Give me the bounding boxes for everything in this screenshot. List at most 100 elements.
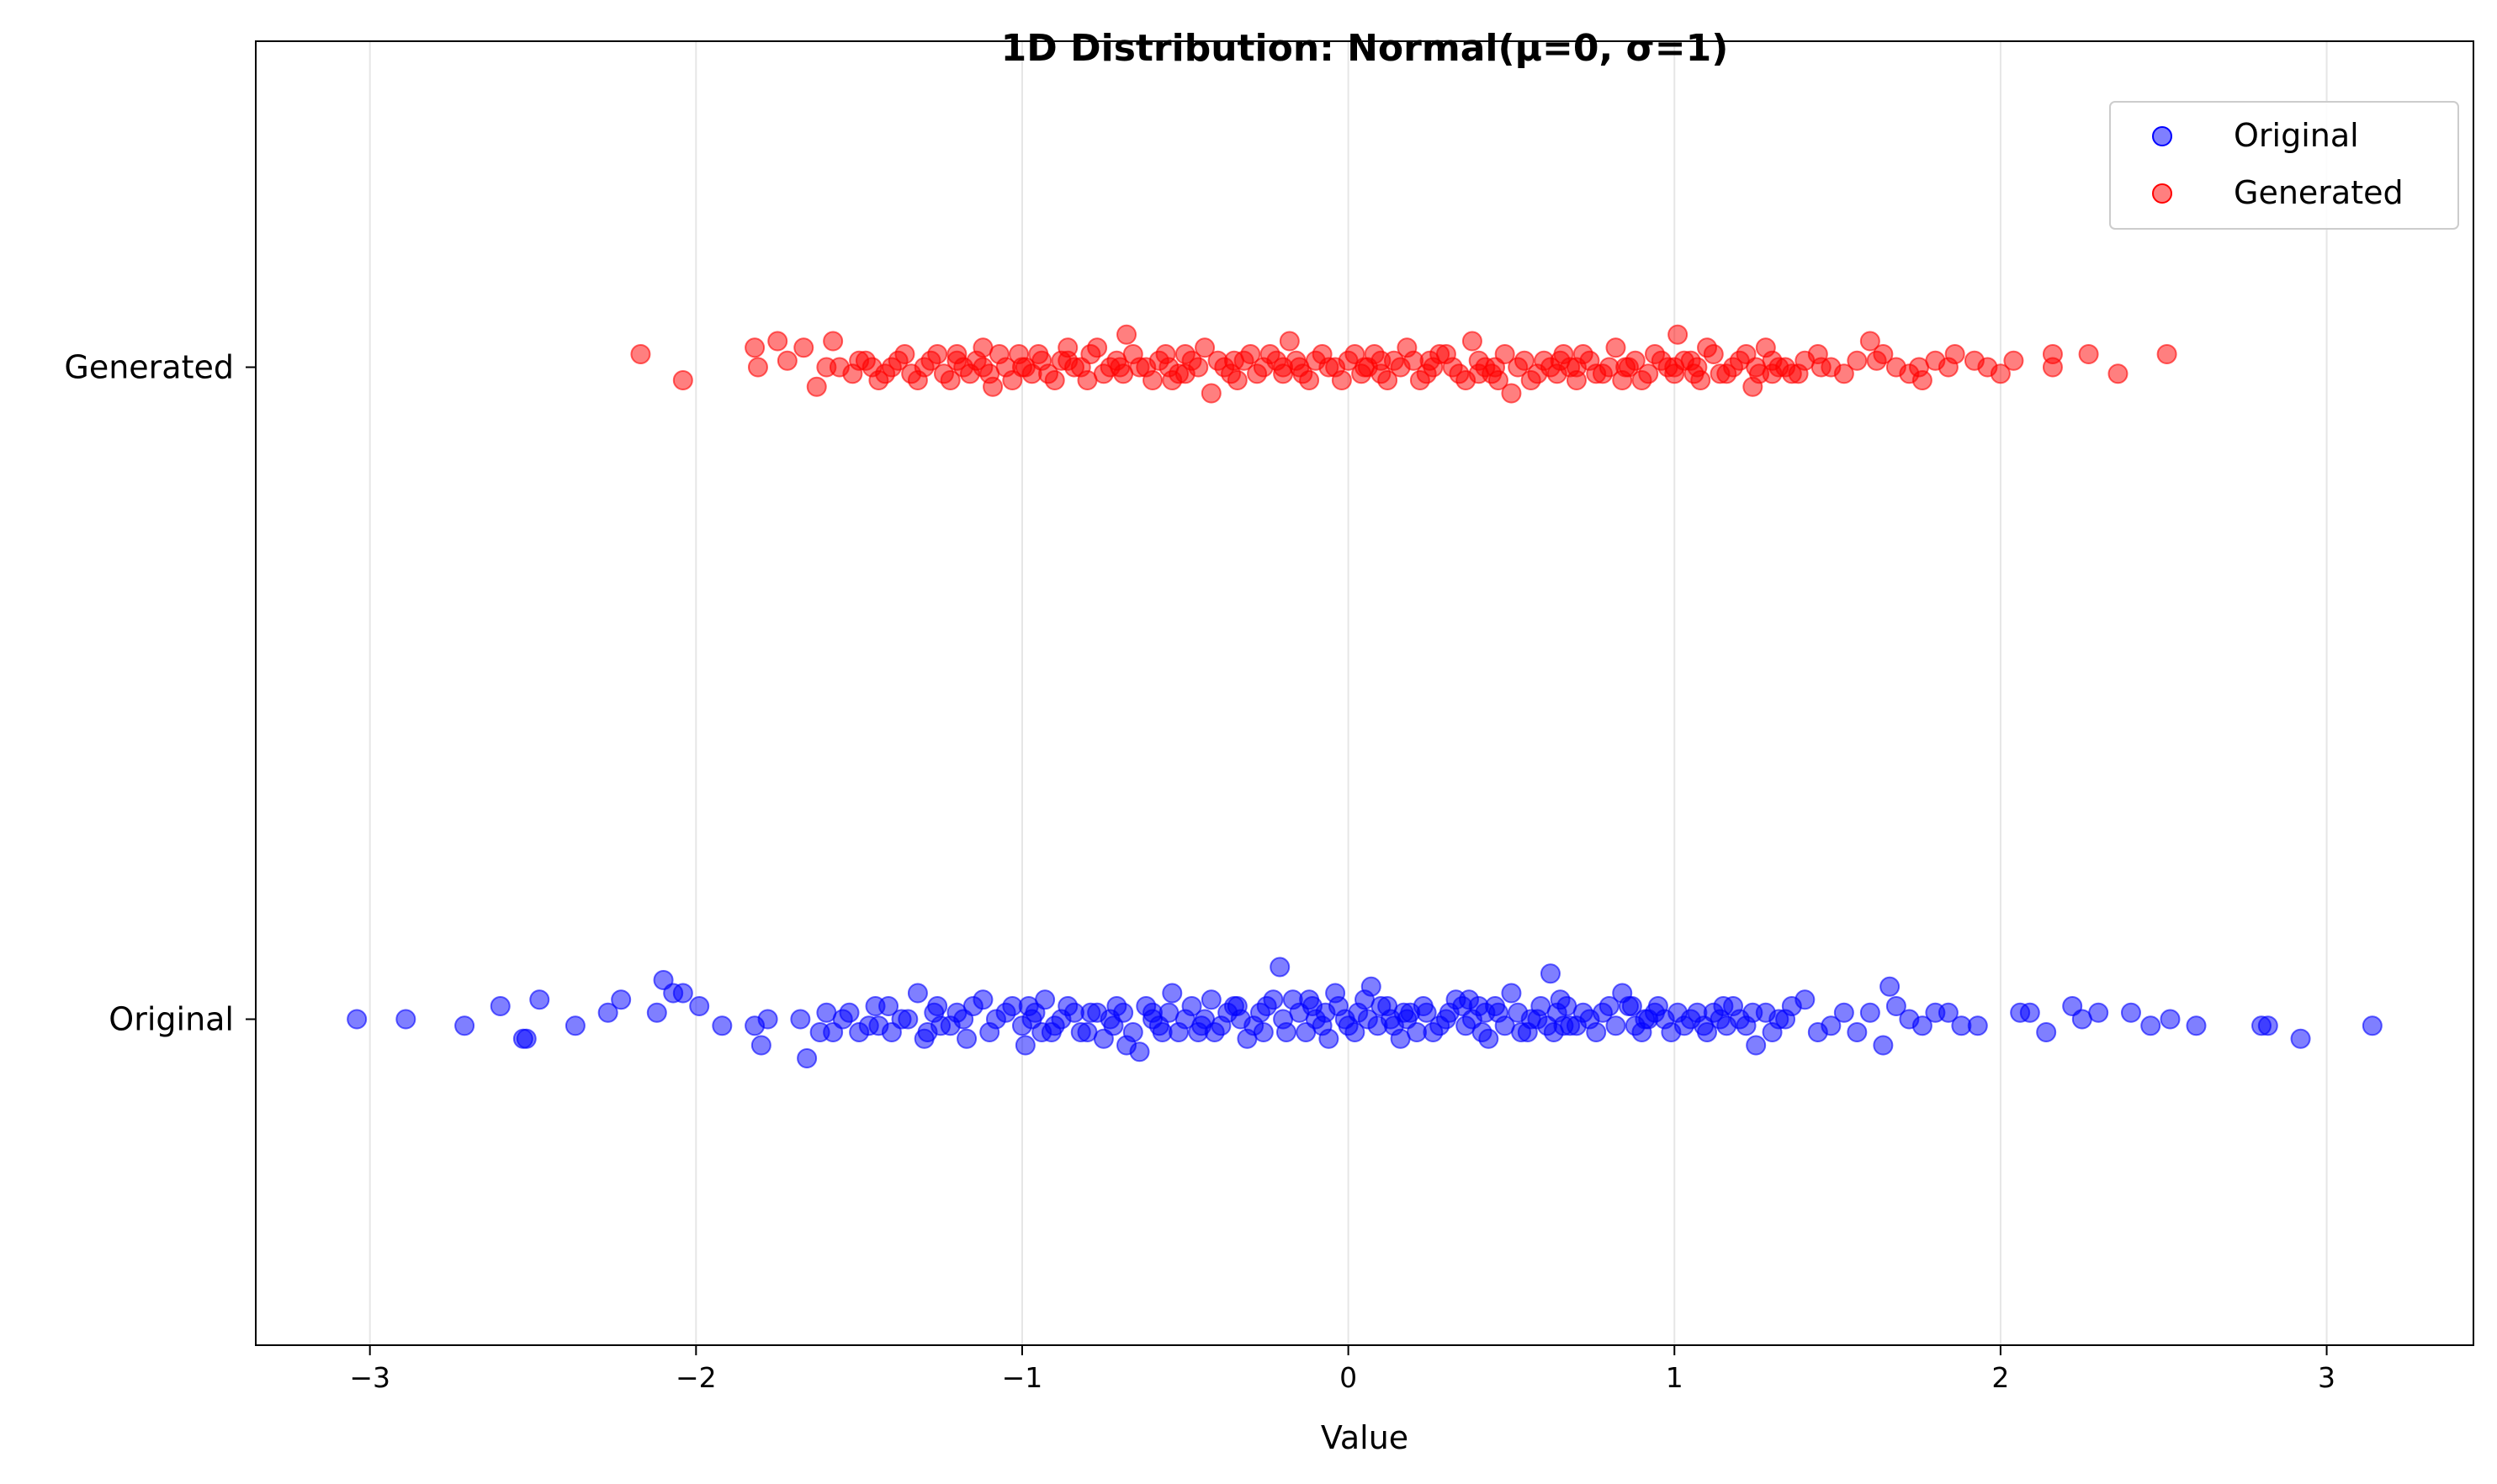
data-point: [1461, 331, 1482, 352]
data-point: [672, 370, 693, 390]
data-point: [1037, 363, 1058, 384]
data-point: [1621, 996, 1642, 1016]
data-point: [454, 1015, 475, 1036]
data-point: [1885, 996, 1906, 1016]
data-point: [1847, 350, 1868, 371]
data-point: [2120, 1002, 2141, 1023]
data-point: [901, 363, 922, 384]
data-point: [1967, 1015, 1988, 1036]
data-point: [1122, 344, 1143, 364]
data-point: [1041, 1022, 1062, 1042]
legend-marker-original: [2152, 126, 2172, 146]
x-gridlines: [368, 41, 2328, 1345]
data-point: [1742, 1002, 1763, 1023]
x-tick-label: −1: [1002, 1361, 1043, 1394]
data-point: [1501, 383, 1522, 404]
data-point: [1540, 963, 1561, 984]
data-point: [1318, 1028, 1339, 1049]
data-point: [529, 989, 550, 1010]
data-point: [2257, 1015, 2278, 1036]
data-point: [1063, 1002, 1084, 1023]
data-point: [767, 331, 788, 352]
data-point: [1142, 1009, 1164, 1030]
data-point: [946, 350, 968, 371]
data-point: [1775, 1009, 1796, 1030]
y-tick-label: Generated: [64, 349, 234, 386]
data-point: [1508, 1002, 1529, 1023]
data-point: [2160, 1009, 2181, 1030]
data-point: [395, 1009, 416, 1030]
data-point: [490, 996, 511, 1016]
data-point: [1615, 357, 1636, 378]
data-point: [1879, 976, 1901, 997]
data-point: [1315, 1002, 1336, 1023]
data-point: [347, 1009, 368, 1030]
data-point: [797, 1048, 818, 1068]
data-point: [907, 983, 928, 1004]
data-point: [1592, 1002, 1613, 1023]
data-point: [1938, 1002, 1959, 1023]
data-point: [809, 1022, 830, 1042]
x-axis-label: Value: [1321, 1419, 1408, 1456]
data-point: [1459, 989, 1480, 1010]
data-point: [777, 350, 798, 371]
data-point: [1746, 1035, 1767, 1056]
data-point: [1299, 989, 1320, 1010]
data-point: [1508, 357, 1529, 378]
data-point: [1110, 357, 1131, 378]
data-point: [1833, 363, 1854, 384]
data-point: [646, 1002, 667, 1023]
data-point: [2107, 363, 2129, 384]
data-point: [1788, 363, 1809, 384]
legend-label-original: Original: [2234, 117, 2359, 154]
data-point: [1201, 989, 1222, 1010]
data-point: [1162, 983, 1183, 1004]
data-point: [672, 983, 693, 1004]
data-point: [689, 996, 710, 1016]
data-point: [1195, 337, 1216, 358]
data-point: [1103, 1015, 1124, 1036]
data-point: [750, 1035, 771, 1056]
data-point: [1253, 1022, 1274, 1042]
data-point: [1762, 1022, 1783, 1042]
x-axis-ticks: −3 −2 −1 0 1 2 3: [349, 1345, 2335, 1394]
y-tick-label: Original: [109, 1001, 234, 1038]
data-point: [1116, 324, 1137, 345]
data-point: [2078, 344, 2099, 364]
data-point: [1273, 357, 1294, 378]
data-point: [611, 989, 632, 1010]
data-point: [1605, 337, 1626, 358]
data-point: [1683, 363, 1704, 384]
data-point: [1723, 357, 1744, 378]
x-tick-label: 0: [1339, 1361, 1357, 1394]
data-point: [2003, 350, 2024, 371]
data-point: [1201, 383, 1222, 404]
data-point: [565, 1015, 586, 1036]
data-point: [1174, 363, 1195, 384]
data-point: [1397, 1009, 1418, 1030]
y-axis-ticks: Original Generated: [64, 349, 256, 1038]
data-point: [1028, 344, 1049, 364]
data-point: [898, 1009, 919, 1030]
data-point: [712, 1015, 733, 1036]
data-point: [888, 350, 909, 371]
data-point: [1566, 357, 1587, 378]
data-point: [832, 1009, 853, 1030]
data-point: [1247, 363, 1268, 384]
data-point: [2019, 1002, 2040, 1023]
data-point: [1129, 1041, 1150, 1063]
data-point: [1713, 996, 1734, 1016]
data-point: [790, 1009, 811, 1030]
data-point: [1256, 996, 1277, 1016]
data-point: [1810, 357, 1832, 378]
data-point: [1909, 357, 1929, 378]
data-point: [1990, 363, 2011, 384]
data-point: [1227, 996, 1248, 1016]
data-point: [1181, 996, 1202, 1016]
data-point: [878, 996, 899, 1016]
series-original: [347, 957, 2383, 1068]
data-point: [973, 357, 994, 378]
data-point: [745, 337, 766, 358]
x-tick-label: 2: [1991, 1361, 2009, 1394]
